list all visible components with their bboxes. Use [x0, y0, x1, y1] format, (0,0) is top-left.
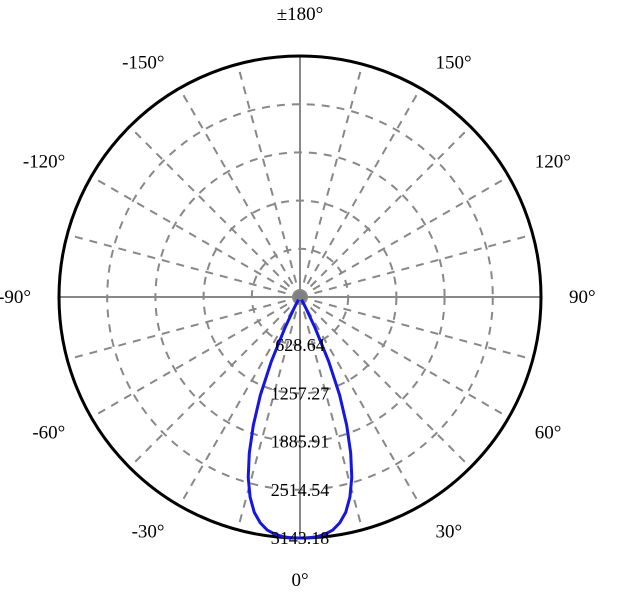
radial-label: 1257.27 [271, 383, 330, 403]
grid-spoke [180, 88, 301, 297]
grid-spoke [300, 235, 533, 297]
angle-label: -90° [0, 287, 31, 308]
polar-chart: 628.64 1257.27 1885.91 2514.54 3143.18 0° 30° 6… [0, 0, 629, 601]
center-dot [294, 291, 306, 303]
grid-spoke [130, 127, 300, 297]
grid-spoke [300, 177, 509, 298]
radial-label: 2514.54 [271, 480, 330, 500]
radial-label: 1885.91 [271, 432, 330, 452]
angle-label: -150° [122, 52, 164, 73]
grid-spoke [91, 297, 300, 418]
grid-spoke [238, 64, 300, 297]
radial-label: 628.64 [275, 335, 325, 355]
grid-spoke [67, 297, 300, 359]
grid-spoke [300, 64, 362, 297]
angle-label: -120° [23, 152, 65, 173]
angle-label: 0° [291, 570, 308, 591]
angle-label: -30° [132, 522, 165, 543]
angle-label: 120° [535, 152, 571, 173]
angle-label: 150° [436, 52, 472, 73]
grid-spoke [300, 127, 470, 297]
grid-spoke [91, 177, 300, 298]
grid-spoke [300, 88, 421, 297]
angle-label: -60° [32, 423, 65, 444]
grid-spoke [300, 297, 533, 359]
grid-spoke [67, 235, 300, 297]
angle-label: 30° [436, 522, 463, 543]
grid-spoke [300, 297, 509, 418]
angle-label: 60° [535, 423, 562, 444]
angle-label: 90° [569, 287, 596, 308]
radial-label: 3143.18 [271, 528, 330, 548]
angle-label: ±180° [277, 4, 324, 25]
